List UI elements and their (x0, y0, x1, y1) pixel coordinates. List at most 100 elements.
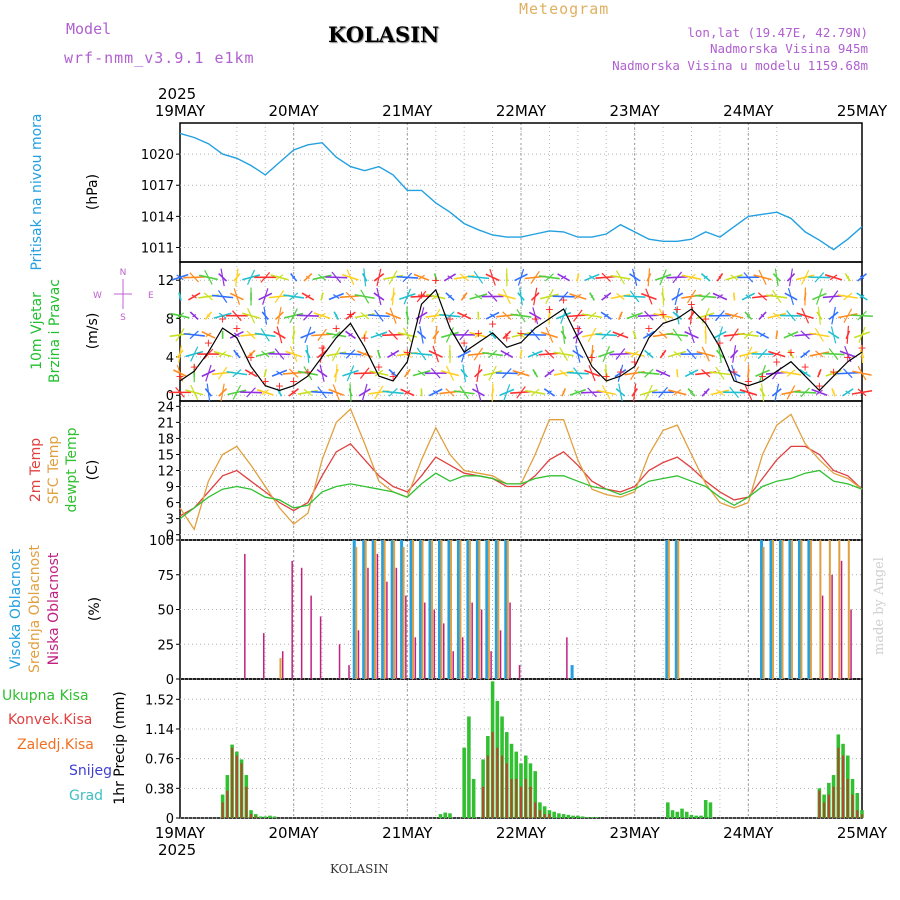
wind-barb (504, 333, 509, 337)
wind-barb (303, 388, 313, 397)
cloud-bar-1 (440, 540, 443, 679)
wind-barb (632, 268, 638, 287)
wind-barb (801, 307, 810, 324)
wind-barb (746, 314, 751, 318)
precip-bar-1 (231, 747, 234, 818)
cloud-bar-2 (518, 665, 521, 679)
wind-barb (757, 348, 768, 360)
cloud-bar-2 (509, 602, 511, 679)
wind-barb (233, 332, 240, 338)
wind-barb (789, 352, 793, 356)
precip-bar-0 (585, 817, 590, 818)
cloud-bar-0 (769, 540, 773, 679)
cloud-bar-2 (499, 630, 502, 679)
wind-barb (573, 367, 583, 380)
wind-barb (717, 345, 722, 363)
wind-barb (815, 350, 824, 358)
cloud-bar-1 (374, 540, 377, 679)
cloud-ylabel: (%) (87, 597, 103, 621)
wind-barb (759, 364, 766, 382)
cloud-bar-2 (461, 637, 464, 679)
cloud-bar-1 (364, 540, 367, 679)
precip-bar-1 (846, 778, 849, 818)
wind-barb (205, 364, 212, 382)
wind-gust-marker: + (303, 365, 312, 378)
wind-barb (388, 270, 398, 285)
wind-barb (303, 366, 313, 381)
wind-gust-marker: + (701, 313, 710, 326)
wind-barb (303, 310, 313, 321)
precip-bar-0 (703, 800, 708, 818)
wind-barb (732, 345, 737, 363)
precip-bar-1 (837, 747, 840, 818)
wind-barb (445, 311, 455, 321)
wind-gust-marker: + (175, 370, 184, 383)
wind-barb (220, 268, 225, 287)
wind-barb (772, 289, 782, 304)
cloud-bar-0 (778, 540, 782, 679)
wind-barb (731, 364, 738, 382)
wind-gust-marker: + (502, 332, 511, 345)
wind-barb (633, 333, 636, 337)
y-tick-label: 0 (166, 529, 174, 544)
wind-barb (264, 371, 267, 375)
y-tick-label: 1.14 (145, 723, 174, 738)
wind-barb (334, 314, 338, 318)
wind-barb (278, 390, 281, 394)
x-tick-label-top: 21MAY (382, 102, 433, 120)
wind-barb (263, 306, 268, 325)
precip-bar-0 (561, 814, 566, 818)
wind-barb (730, 312, 739, 319)
cloud-bar-0 (485, 540, 489, 679)
cloud-bar-2 (414, 637, 417, 679)
precip-bar-1 (524, 778, 527, 818)
cloud-bar-0 (797, 540, 801, 679)
precip-bar-0 (670, 810, 675, 818)
x-tick-label-top: 22MAY (496, 102, 547, 120)
wind-barb (831, 306, 836, 325)
cloud-side-label-high: Visoka Oblacnost (8, 548, 24, 669)
wind-barb (331, 346, 341, 362)
wind-barb (800, 269, 810, 285)
wind-barb (619, 314, 622, 318)
precip-bar-1 (856, 810, 859, 818)
wind-barb (346, 269, 355, 286)
wind-barb (360, 289, 370, 304)
wind-barb (672, 271, 683, 284)
precip-bar-0 (566, 814, 571, 818)
wind-gust-marker: + (687, 298, 696, 311)
cloud-bar-0 (760, 540, 764, 679)
precip-legend-1: Konvek.Kisa (8, 712, 92, 728)
wind-barb (745, 294, 752, 299)
y-tick-label: 8 (166, 313, 174, 328)
wind-barb (501, 368, 512, 379)
compass-w: W (93, 291, 102, 301)
wind-gust-marker: + (531, 313, 540, 326)
wind-barb (574, 293, 582, 300)
wind-barb (630, 366, 640, 381)
wind-gust-marker: + (232, 322, 241, 335)
precip-bar-0 (680, 808, 684, 818)
wind-barb (403, 327, 412, 343)
wind-barb (487, 291, 498, 302)
precip-bar-1 (226, 790, 229, 818)
cloud-bar-2 (319, 616, 322, 679)
year-label-top: 2025 (158, 85, 196, 103)
x-tick-label-bottom: 22MAY (496, 824, 547, 842)
cloud-bar-1 (487, 540, 490, 679)
precip-bar-1 (500, 755, 504, 818)
wind-barb (376, 268, 382, 287)
wind-barb (688, 326, 695, 344)
wind-barb (232, 384, 242, 400)
wind-barb (434, 325, 438, 344)
cloud-side-label-mid: Srednja Oblacnost (27, 545, 43, 673)
wind-barb (645, 288, 653, 305)
wind-barb (788, 268, 793, 287)
wind-barb (246, 387, 256, 398)
wind-barb (502, 288, 511, 305)
wind-barb (601, 330, 612, 340)
wind-barb (476, 364, 481, 383)
wind-barb (772, 312, 781, 319)
cloud-bar-2 (490, 651, 492, 679)
wind-barb (292, 325, 295, 344)
